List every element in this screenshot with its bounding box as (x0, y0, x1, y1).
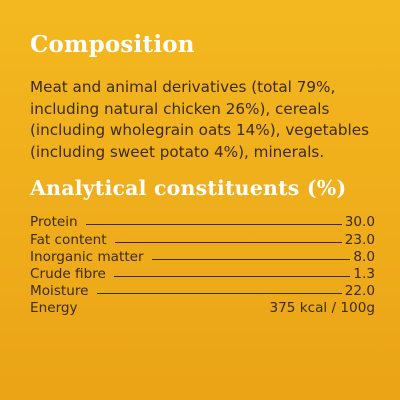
constituent-row-inorganic-matter: Inorganic matter 8.0 (30, 249, 375, 266)
constituent-row-energy: Energy 375 kcal / 100g (30, 300, 375, 317)
composition-heading: Composition (30, 31, 195, 58)
nutrition-info: Composition Meat and animal derivatives … (30, 30, 375, 318)
constituent-value: 30.0 (344, 214, 375, 231)
leader-line (151, 258, 351, 260)
constituent-value: 375 kcal / 100g (269, 300, 375, 317)
constituent-row-fat-content: Fat content 23.0 (30, 232, 375, 249)
constituent-value: 8.0 (353, 248, 375, 265)
leader-line (96, 293, 342, 295)
constituents-list: Protein 30.0 Fat content 23.0 Inorganic … (30, 214, 375, 317)
constituent-value: 1.3 (353, 265, 375, 282)
constituent-value: 23.0 (344, 231, 375, 248)
leader-line (114, 241, 342, 243)
constituent-row-crude-fibre: Crude fibre 1.3 (30, 266, 375, 283)
constituent-row-protein: Protein 30.0 (30, 214, 375, 231)
composition-text: Meat and animal derivatives (total 79%, … (30, 78, 370, 161)
constituent-label: Moisture (30, 283, 89, 300)
constituent-label: Energy (30, 300, 78, 317)
leader-line (85, 224, 342, 226)
analytical-heading: Analytical constituents (%) (30, 176, 347, 201)
constituent-row-moisture: Moisture 22.0 (30, 283, 375, 300)
leader-line (113, 275, 351, 277)
constituent-label: Fat content (30, 231, 107, 248)
constituent-label: Inorganic matter (30, 248, 144, 265)
constituent-value: 22.0 (344, 283, 375, 300)
constituent-label: Protein (30, 214, 78, 231)
constituent-label: Crude fibre (30, 265, 106, 282)
